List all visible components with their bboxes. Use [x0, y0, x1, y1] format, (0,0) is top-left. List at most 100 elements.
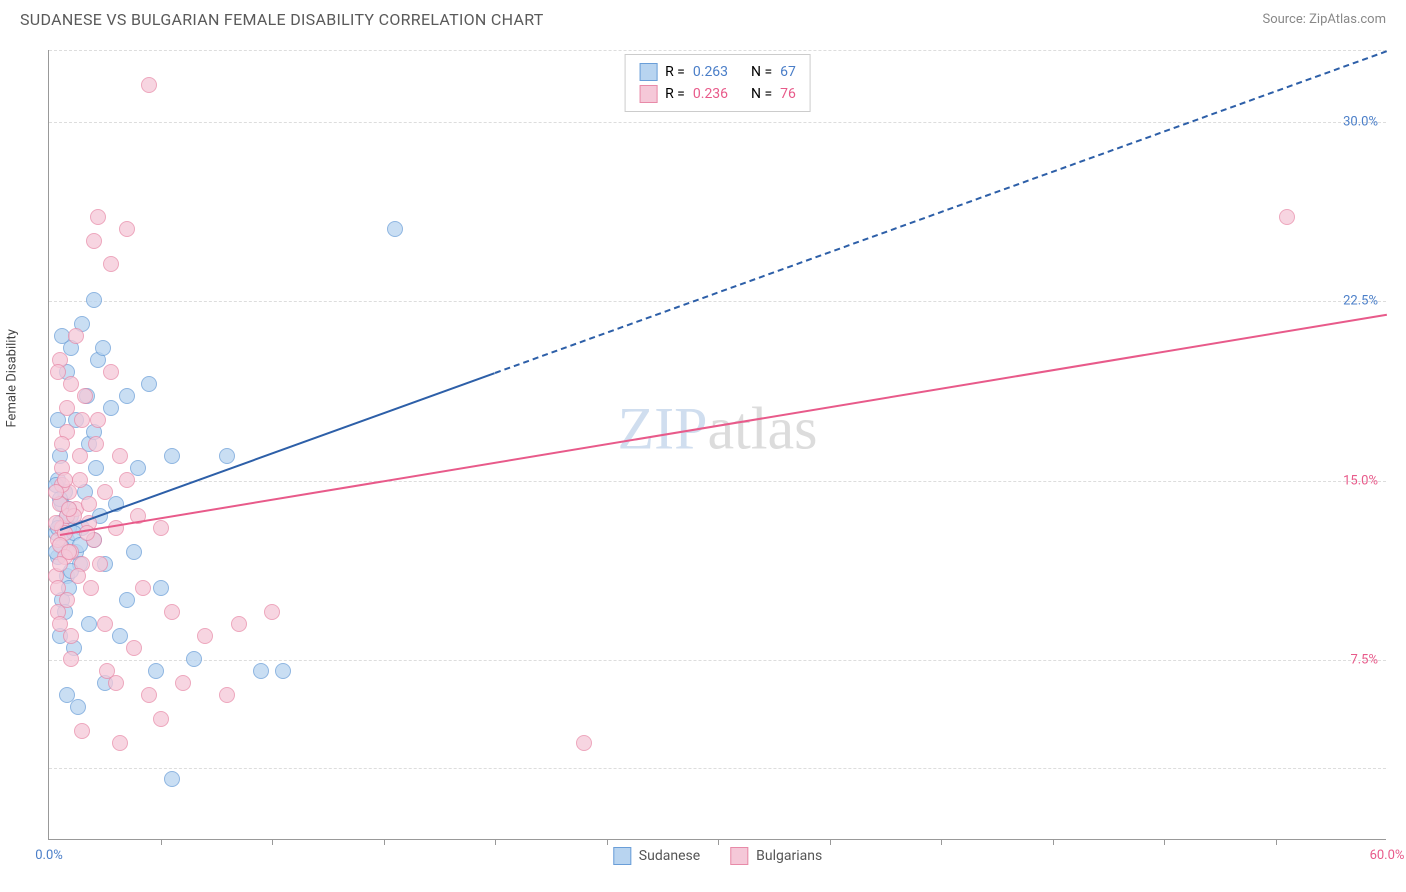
- r-value: 0.263: [693, 64, 728, 80]
- correlation-legend: R = 0.263 N = 67 R = 0.236 N = 76: [624, 54, 811, 112]
- swatch-bulgarians: [639, 85, 657, 103]
- scatter-point: [164, 604, 180, 620]
- scatter-point: [59, 592, 75, 608]
- gridline: [49, 481, 1386, 482]
- scatter-point: [103, 364, 119, 380]
- scatter-point: [74, 723, 90, 739]
- scatter-point: [387, 221, 403, 237]
- x-tick-mark: [495, 839, 496, 845]
- r-label: R =: [665, 86, 685, 102]
- scatter-point: [70, 568, 86, 584]
- scatter-point: [81, 616, 97, 632]
- series-legend: Sudanese Bulgarians: [613, 847, 822, 865]
- scatter-point: [175, 675, 191, 691]
- scatter-point: [88, 436, 104, 452]
- scatter-point: [79, 525, 95, 541]
- chart-title: SUDANESE VS BULGARIAN FEMALE DISABILITY …: [20, 10, 544, 29]
- scatter-point: [141, 77, 157, 93]
- y-tick-label: 22.5%: [1343, 294, 1378, 309]
- scatter-point: [135, 580, 151, 596]
- scatter-point: [92, 556, 108, 572]
- scatter-point: [153, 580, 169, 596]
- x-tick-label: 60.0%: [1370, 848, 1405, 863]
- x-tick-mark: [1164, 839, 1165, 845]
- x-tick-mark: [161, 839, 162, 845]
- scatter-point: [103, 256, 119, 272]
- scatter-point: [186, 651, 202, 667]
- scatter-point: [576, 735, 592, 751]
- x-tick-mark: [384, 839, 385, 845]
- scatter-point: [59, 400, 75, 416]
- gridline: [49, 660, 1386, 661]
- scatter-point: [83, 580, 99, 596]
- gridline: [49, 50, 1386, 51]
- scatter-point: [219, 687, 235, 703]
- scatter-point: [119, 221, 135, 237]
- scatter-point: [119, 388, 135, 404]
- scatter-point: [141, 687, 157, 703]
- scatter-point: [153, 711, 169, 727]
- swatch-sudanese: [613, 847, 631, 865]
- chart-plot-area: ZIPatlas R = 0.263 N = 67 R = 0.236 N = …: [48, 50, 1386, 840]
- legend-label: Bulgarians: [756, 848, 822, 864]
- n-value: 76: [780, 86, 796, 102]
- gridline: [49, 768, 1386, 769]
- trend-line: [60, 313, 1387, 535]
- scatter-point: [1279, 209, 1295, 225]
- legend-row-sudanese: R = 0.263 N = 67: [639, 61, 796, 83]
- scatter-point: [112, 628, 128, 644]
- scatter-point: [164, 771, 180, 787]
- gridline: [49, 301, 1386, 302]
- swatch-sudanese: [639, 63, 657, 81]
- scatter-point: [253, 663, 269, 679]
- scatter-point: [52, 616, 68, 632]
- scatter-point: [68, 328, 84, 344]
- x-tick-mark: [272, 839, 273, 845]
- scatter-point: [86, 233, 102, 249]
- scatter-point: [61, 501, 77, 517]
- scatter-point: [148, 663, 164, 679]
- legend-label: Sudanese: [639, 848, 700, 864]
- scatter-point: [86, 292, 102, 308]
- x-tick-mark: [941, 839, 942, 845]
- scatter-point: [112, 735, 128, 751]
- y-tick-label: 30.0%: [1343, 114, 1378, 129]
- scatter-point: [88, 460, 104, 476]
- scatter-point: [50, 364, 66, 380]
- scatter-point: [197, 628, 213, 644]
- scatter-point: [63, 628, 79, 644]
- x-tick-mark: [607, 839, 608, 845]
- scatter-point: [119, 592, 135, 608]
- scatter-point: [81, 496, 97, 512]
- legend-item-sudanese: Sudanese: [613, 847, 700, 865]
- scatter-point: [90, 412, 106, 428]
- scatter-point: [108, 520, 124, 536]
- x-tick-mark: [1276, 839, 1277, 845]
- x-tick-mark: [718, 839, 719, 845]
- scatter-point: [77, 388, 93, 404]
- scatter-point: [153, 520, 169, 536]
- scatter-point: [119, 472, 135, 488]
- scatter-point: [52, 556, 68, 572]
- scatter-point: [103, 400, 119, 416]
- scatter-point: [219, 448, 235, 464]
- scatter-point: [63, 651, 79, 667]
- scatter-point: [126, 544, 142, 560]
- scatter-point: [95, 340, 111, 356]
- y-axis-label: Female Disability: [5, 329, 20, 427]
- y-tick-label: 15.0%: [1343, 473, 1378, 488]
- scatter-point: [264, 604, 280, 620]
- n-value: 67: [780, 64, 796, 80]
- scatter-point: [70, 699, 86, 715]
- scatter-point: [97, 616, 113, 632]
- n-label: N =: [751, 86, 772, 102]
- scatter-point: [72, 472, 88, 488]
- legend-item-bulgarians: Bulgarians: [730, 847, 822, 865]
- scatter-point: [90, 209, 106, 225]
- n-label: N =: [751, 64, 772, 80]
- scatter-point: [63, 376, 79, 392]
- y-tick-label: 7.5%: [1350, 653, 1378, 668]
- scatter-point: [99, 663, 115, 679]
- scatter-point: [74, 412, 90, 428]
- r-label: R =: [665, 64, 685, 80]
